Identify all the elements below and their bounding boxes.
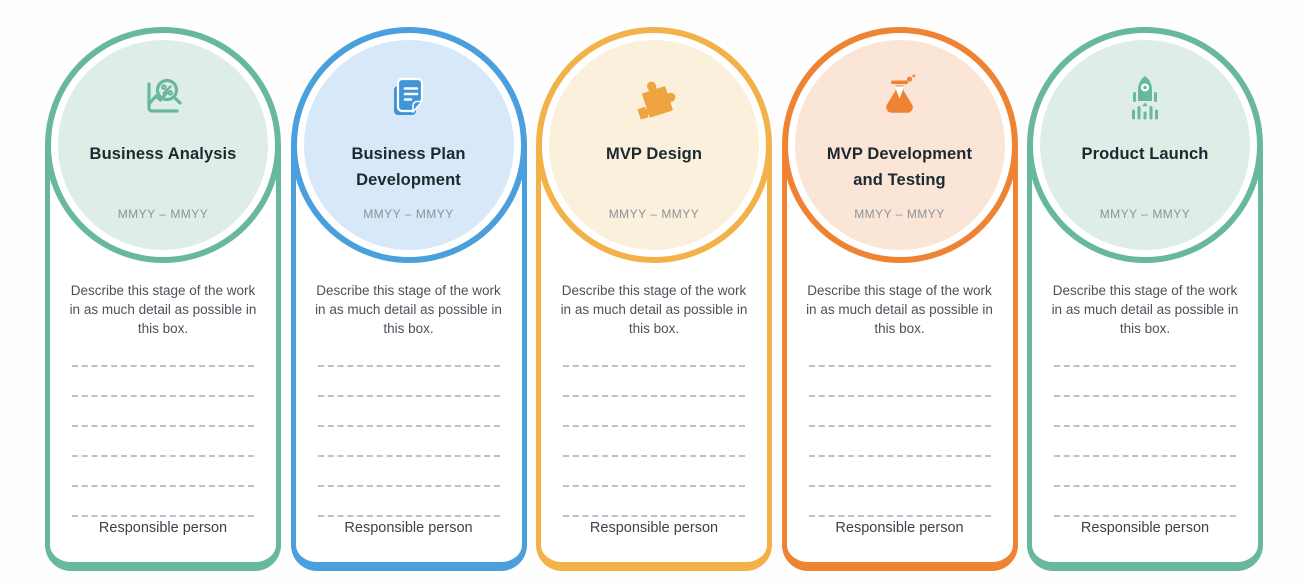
date-range: MMYY – MMYY — [854, 207, 945, 221]
dashed-line — [1054, 515, 1236, 545]
stage-description: Describe this stage of the work in as mu… — [560, 283, 748, 336]
dashed-line — [808, 515, 991, 545]
stage-title: Business Analysis — [89, 145, 237, 163]
dashed-line — [808, 455, 991, 485]
stage-card-product-launch: Product Launch MMYY – MMYY Describe this… — [1027, 27, 1263, 571]
notes-dashed-lines — [1054, 365, 1236, 545]
dashed-line — [808, 425, 991, 455]
dashed-line — [72, 425, 254, 455]
date-range: MMYY – MMYY — [363, 207, 454, 221]
stage-card-mvp-design: MVP Design MMYY – MMYY Describe this sta… — [536, 27, 772, 571]
dashed-line — [563, 515, 745, 545]
dashed-line — [317, 455, 500, 485]
dashed-line — [72, 365, 254, 395]
stage-description: Describe this stage of the work in as mu… — [1051, 283, 1239, 336]
stage-circle: Business Plan Development MMYY – MMYY — [296, 33, 521, 257]
dashed-line — [808, 365, 991, 395]
date-range: MMYY – MMYY — [608, 207, 700, 221]
date-range: MMYY – MMYY — [117, 207, 209, 221]
stage-circle: Business Analysis MMYY – MMYY — [51, 33, 275, 257]
responsible-person-label: Responsible person — [589, 520, 719, 536]
notes-dashed-lines — [563, 365, 745, 545]
date-range: MMYY – MMYY — [1099, 207, 1191, 221]
dashed-line — [317, 365, 500, 395]
dashed-line — [317, 395, 500, 425]
flask-icon — [795, 73, 1005, 121]
stage-description: Describe this stage of the work in as mu… — [806, 283, 993, 336]
stage-circle: MVP Development and Testing MMYY – MMYY — [787, 33, 1012, 257]
dashed-line — [808, 395, 991, 425]
stage-title: MVP Development and Testing — [826, 145, 973, 189]
stage-circle: Product Launch MMYY – MMYY — [1033, 33, 1257, 257]
puzzle-icon — [549, 73, 759, 121]
dashed-line — [317, 485, 500, 515]
responsible-person-label: Responsible person — [98, 520, 228, 536]
dashed-line — [72, 395, 254, 425]
dashed-line — [808, 485, 991, 515]
rocket-launch-icon — [1040, 73, 1250, 121]
stage-card-mvp-development-and-testing: MVP Development and Testing MMYY – MMYY … — [781, 27, 1018, 571]
notes-dashed-lines — [808, 365, 991, 545]
dashed-line — [563, 485, 745, 515]
dashed-line — [72, 515, 254, 545]
stage-description: Describe this stage of the work in as mu… — [69, 283, 257, 336]
chart-magnifier-icon — [58, 73, 268, 121]
documents-icon — [304, 73, 514, 121]
stage-title: MVP Design — [605, 145, 703, 163]
dashed-line — [317, 515, 500, 545]
dashed-line — [563, 395, 745, 425]
dashed-line — [563, 455, 745, 485]
dashed-line — [1054, 395, 1236, 425]
dashed-line — [72, 455, 254, 485]
stage-title: Product Launch — [1081, 145, 1209, 163]
dashed-line — [72, 485, 254, 515]
notes-dashed-lines — [317, 365, 500, 545]
stage-card-business-analysis: Business Analysis MMYY – MMYY Describe t… — [45, 27, 281, 571]
responsible-person-label: Responsible person — [344, 520, 473, 536]
stage-circle: MVP Design MMYY – MMYY — [542, 33, 766, 257]
responsible-person-label: Responsible person — [1080, 520, 1210, 536]
stage-title: Business Plan Development — [351, 145, 466, 189]
responsible-person-label: Responsible person — [835, 520, 964, 536]
stage-cards-row: Business Analysis MMYY – MMYY Describe t… — [45, 27, 1263, 571]
dashed-line — [1054, 485, 1236, 515]
stage-description: Describe this stage of the work in as mu… — [315, 283, 502, 336]
dashed-line — [1054, 425, 1236, 455]
dashed-line — [563, 425, 745, 455]
dashed-line — [1054, 365, 1236, 395]
dashed-line — [317, 425, 500, 455]
dashed-line — [1054, 455, 1236, 485]
stage-card-business-plan-development: Business Plan Development MMYY – MMYY De… — [290, 27, 527, 571]
dashed-line — [563, 365, 745, 395]
notes-dashed-lines — [72, 365, 254, 545]
